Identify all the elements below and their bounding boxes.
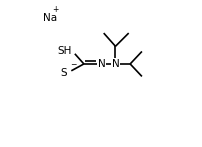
Text: SH: SH bbox=[57, 46, 71, 56]
Text: N: N bbox=[97, 59, 105, 69]
Text: N: N bbox=[111, 59, 119, 69]
Text: −: − bbox=[70, 61, 76, 70]
Text: +: + bbox=[53, 5, 59, 14]
Text: S: S bbox=[60, 68, 67, 78]
Text: Na: Na bbox=[42, 13, 57, 23]
